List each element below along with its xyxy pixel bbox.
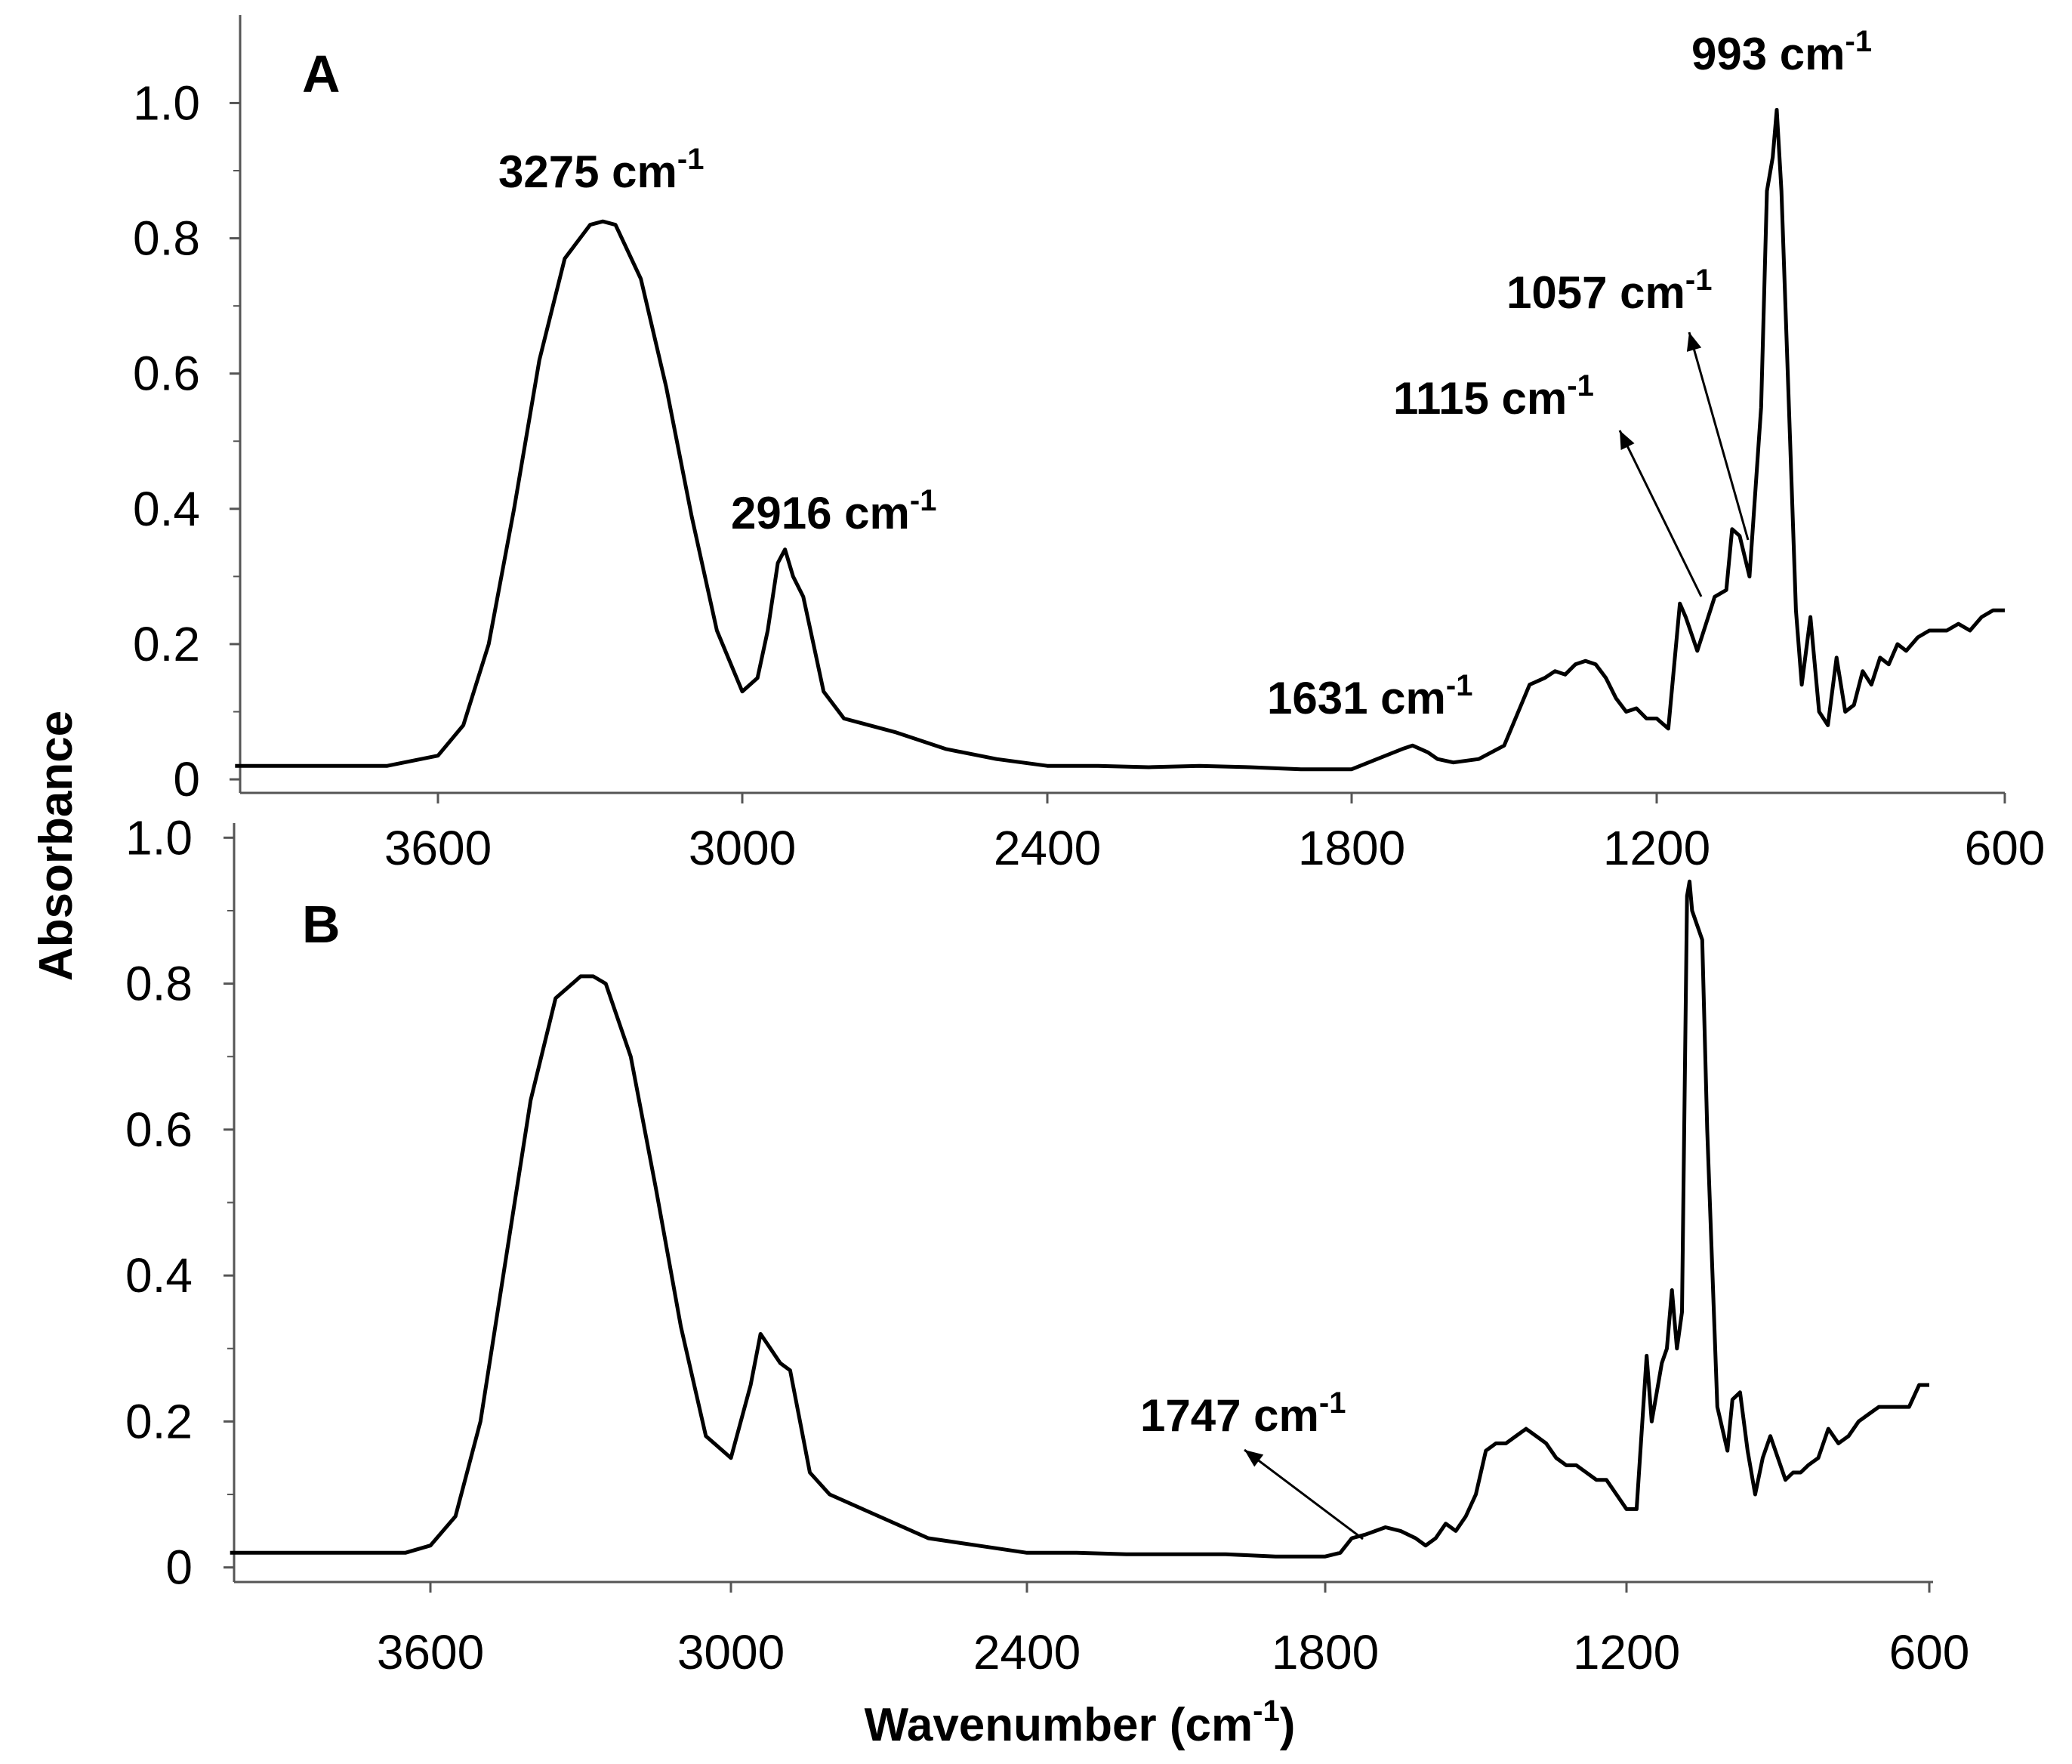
y-axis-title: Absorbance: [30, 711, 82, 981]
panel-a-peak-label: 993 cm-1: [1691, 25, 1872, 79]
panel-b-letter: B: [302, 895, 341, 954]
panel-b-y-tick-label: 0.6: [125, 1102, 193, 1157]
panel-b: 0 0.2 0.4 0.6 0.8 1.0 3600 3000 2400 1800 1200 600…: [125, 810, 1969, 1679]
panel-b-x-tick-label: 1200: [1573, 1625, 1680, 1679]
panel-a-letter: A: [302, 45, 341, 103]
panel-b-x-tick-label: 2400: [973, 1625, 1081, 1679]
panel-a-peak-label: 1057 cm-1: [1506, 264, 1712, 318]
panel-a-annotation-arrow: [1688, 332, 1750, 541]
panel-a-peak-label: 3275 cm-1: [498, 143, 704, 197]
panel-b-x-tick-label: 3600: [377, 1625, 484, 1679]
panel-a-x-tick-label: 1800: [1298, 821, 1405, 875]
panel-b-x-tick-label: 1800: [1272, 1625, 1379, 1679]
panel-b-series-line: [230, 879, 1929, 1559]
panel-a-y-tick-label: 0: [173, 752, 200, 806]
x-axis-title: Wavenumber (cm-1): [865, 1695, 1296, 1751]
panel-a-x-tick-label: 600: [1965, 821, 2046, 875]
panel-a-arrowhead: [1686, 332, 1702, 352]
panel-a-y-tick-label: 0.2: [133, 617, 200, 671]
panel-a-peak-label: 1115 cm-1: [1393, 369, 1594, 424]
panel-b-peak-label: 1747 cm-1: [1140, 1386, 1346, 1441]
panel-a-annotation-arrow: [1618, 430, 1703, 597]
panel-b-x-tick-label: 600: [1889, 1625, 1970, 1679]
panel-a-x-tick-label: 1200: [1603, 821, 1710, 875]
panel-b-x-tick-label: 3000: [677, 1625, 785, 1679]
panel-a-peak-label: 1631 cm-1: [1267, 669, 1472, 723]
panel-a-x-tick-label: 3600: [384, 821, 492, 875]
panel-a-y-tick-label: 0.6: [133, 347, 200, 401]
panel-a-y-tick-label: 1.0: [133, 76, 200, 130]
panel-a-y-tick-label: 0.8: [133, 211, 200, 266]
panel-b-y-tick-label: 1.0: [125, 810, 193, 865]
panel-a-y-tick-label: 0.4: [133, 482, 200, 536]
panel-b-arrowhead: [1244, 1450, 1264, 1467]
panel-b-y-tick-label: 0: [165, 1540, 193, 1595]
panel-b-annotation-arrow: [1244, 1448, 1364, 1540]
panel-b-y-tick-label: 0.2: [125, 1394, 193, 1448]
panel-a-x-tick-label: 2400: [994, 821, 1101, 875]
panel-a-peak-label: 2916 cm-1: [731, 484, 936, 538]
panel-a: 0 0.2 0.4 0.6 0.8 1.0 3600 3000 2400 1800 1200 600…: [133, 15, 2045, 875]
panel-a-series-line: [235, 107, 2005, 772]
panel-b-y-tick-label: 0.8: [125, 957, 193, 1011]
panel-a-arrowhead: [1620, 430, 1635, 450]
panel-a-x-tick-label: 3000: [689, 821, 796, 875]
panel-b-y-tick-label: 0.4: [125, 1248, 193, 1303]
